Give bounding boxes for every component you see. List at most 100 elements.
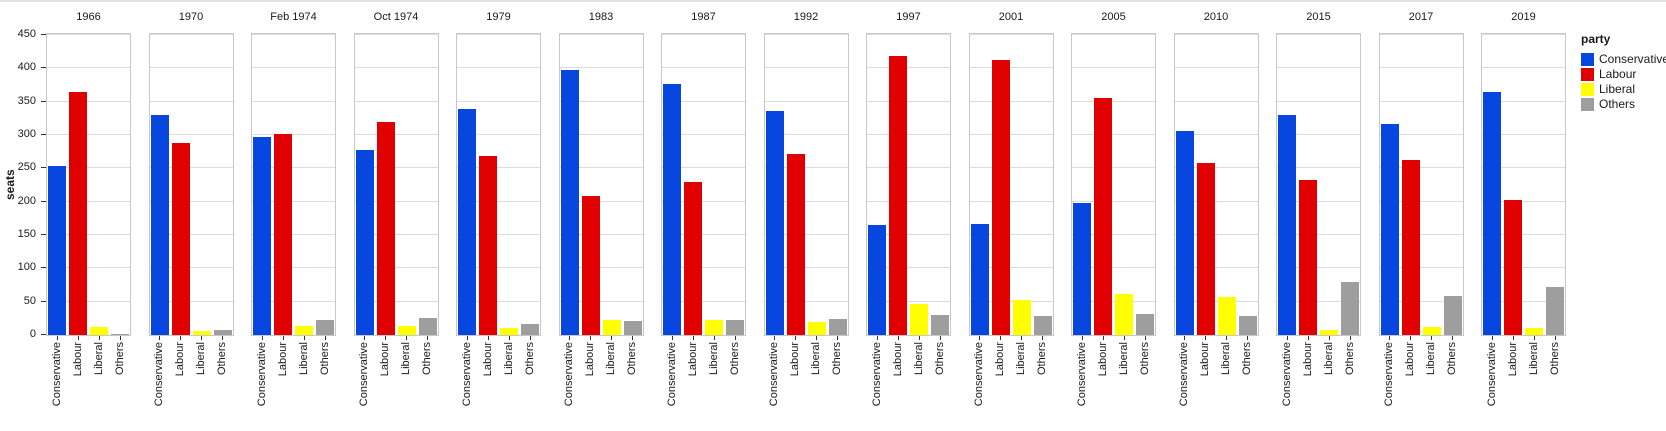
gridline xyxy=(252,134,335,135)
gridline xyxy=(662,200,745,202)
bar-others xyxy=(111,334,129,335)
gridline xyxy=(662,134,745,135)
gridline xyxy=(1482,34,1565,35)
x-axis-ticks xyxy=(559,336,644,340)
x-axis-label-liberal: Liberal xyxy=(195,342,207,376)
x-axis-tick xyxy=(1102,336,1104,340)
gridline xyxy=(1277,34,1360,35)
facet-plot-panel xyxy=(558,33,644,336)
gridline xyxy=(867,200,950,202)
x-axis-tick xyxy=(180,336,181,340)
x-axis-label-others: Others xyxy=(1241,342,1253,376)
gridline xyxy=(1174,100,1258,102)
x-axis-tick xyxy=(590,336,591,340)
gridline xyxy=(559,267,643,269)
x-axis-label-others: Others xyxy=(1138,342,1151,376)
x-axis-tick xyxy=(1491,336,1493,340)
gridline xyxy=(867,300,950,302)
x-axis-ticks xyxy=(456,336,541,340)
facet-title: 2017 xyxy=(1408,11,1434,23)
facet-title: 1987 xyxy=(691,11,716,23)
gridline xyxy=(1174,67,1258,69)
x-axis-label-conservative: Conservative xyxy=(870,342,883,407)
facet-title: 1992 xyxy=(793,11,819,23)
x-axis-label-conservative: Conservative xyxy=(1075,342,1088,407)
x-axis-tick xyxy=(159,336,160,340)
gridline xyxy=(354,234,438,235)
x-axis-label-labour: Labour xyxy=(174,342,186,377)
gridline xyxy=(764,167,848,169)
x-axis-label-others: Others xyxy=(421,342,433,376)
y-axis-tick-label: 150 xyxy=(17,228,36,240)
gridline xyxy=(559,100,643,102)
x-axis-label-liberal: Liberal xyxy=(1117,342,1130,376)
x-axis-ticks xyxy=(1481,336,1566,340)
legend-item-label: Conservative xyxy=(1599,52,1666,66)
gridline xyxy=(1174,200,1258,202)
gridline xyxy=(1482,267,1565,269)
gridline xyxy=(1482,134,1565,135)
x-axis-labels: Conservative Labour Liberal Others xyxy=(661,342,746,424)
x-axis-label-conservative: Conservative xyxy=(460,342,473,407)
gridline xyxy=(867,134,950,135)
x-axis-label-labour: Labour xyxy=(686,342,699,377)
gridline xyxy=(969,300,1053,302)
bar-labour xyxy=(991,60,1010,335)
gridline xyxy=(252,100,335,102)
gridline xyxy=(47,134,130,135)
gridline xyxy=(1277,100,1360,102)
facet-plot-panel xyxy=(456,33,541,336)
x-axis-labels: Conservative Labour Liberal Others xyxy=(46,342,131,424)
x-axis-ticks xyxy=(251,336,336,340)
gridline xyxy=(1072,100,1155,102)
gridline xyxy=(149,167,233,169)
gridline xyxy=(457,200,540,202)
gridline xyxy=(47,67,130,69)
bar-conservative xyxy=(663,84,681,335)
gridline xyxy=(1277,167,1360,169)
x-axis-label-labour: Labour xyxy=(1506,342,1519,377)
x-axis-tick xyxy=(816,336,817,340)
gridline xyxy=(1174,300,1258,302)
y-axis-tick-label: 250 xyxy=(17,161,36,174)
x-axis-label-labour: Labour xyxy=(789,342,801,377)
x-axis-tick xyxy=(918,336,920,340)
legend-items: Conservative Labour Liberal Others xyxy=(1581,52,1666,111)
x-axis-label-labour: Labour xyxy=(481,342,494,377)
x-axis-ticks xyxy=(149,336,234,340)
bar-group xyxy=(457,109,540,335)
gridline xyxy=(662,234,745,235)
gridline xyxy=(1482,234,1565,235)
legend-item-labour: Labour xyxy=(1581,67,1666,81)
facet-title: Feb 1974 xyxy=(270,11,317,23)
gridline xyxy=(1072,300,1155,302)
x-axis-label-others: Others xyxy=(1446,342,1458,376)
x-axis-tick xyxy=(1000,336,1001,340)
gridline xyxy=(969,234,1053,235)
bar-labour xyxy=(684,182,702,335)
facet-title: Oct 1974 xyxy=(373,11,419,23)
x-axis-label-conservative: Conservative xyxy=(153,342,165,407)
x-axis-label-conservative: Conservative xyxy=(1485,342,1498,407)
gridline xyxy=(969,200,1053,202)
legend-swatch-icon xyxy=(1581,97,1594,111)
gridline xyxy=(969,67,1053,69)
bar-liberal xyxy=(1525,328,1543,335)
x-axis-label-conservative: Conservative xyxy=(563,342,575,407)
x-axis-tick xyxy=(98,336,100,340)
x-axis-tick xyxy=(611,336,612,340)
x-axis-tick xyxy=(427,336,428,340)
x-axis-label-conservative: Conservative xyxy=(358,342,370,407)
bar-conservative xyxy=(560,70,579,335)
x-axis-tick xyxy=(734,336,736,340)
x-axis-tick xyxy=(261,336,263,340)
x-axis-labels: Conservative Labour Liberal Others xyxy=(764,342,849,424)
x-axis-tick xyxy=(979,336,980,340)
x-axis-tick xyxy=(324,336,326,340)
x-axis-tick xyxy=(222,336,223,340)
x-axis-tick xyxy=(303,336,305,340)
facet-panels: 1966 Conservative Labour Liberal Others 1970 C… xyxy=(46,11,1566,431)
facet-plot-panel xyxy=(1481,33,1566,336)
bar-others xyxy=(931,315,949,335)
